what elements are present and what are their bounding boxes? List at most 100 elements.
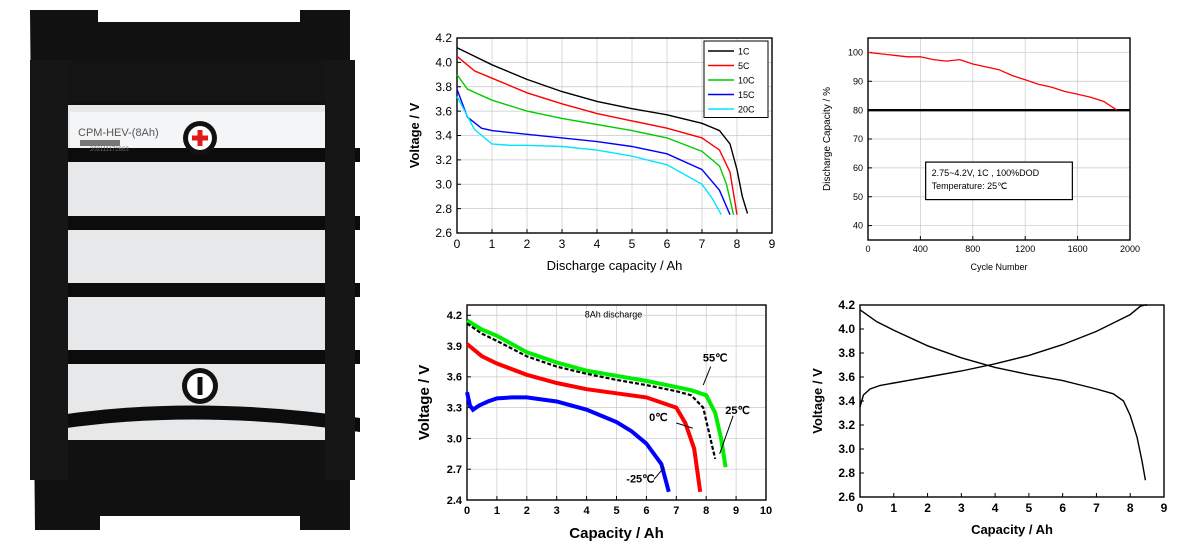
y-tick-label: 3.6 bbox=[435, 104, 452, 118]
strap bbox=[30, 148, 360, 162]
y-axis-label: Voltage / V bbox=[416, 365, 433, 441]
x-tick-label: 2 bbox=[524, 237, 531, 251]
y-tick-label: 4.0 bbox=[435, 56, 452, 70]
series-label: 0℃ bbox=[649, 412, 667, 424]
series-label: -25℃ bbox=[626, 474, 654, 486]
series-line-0 bbox=[465, 318, 728, 468]
barcode-icon bbox=[80, 140, 120, 146]
y-tick-label: 4.2 bbox=[838, 298, 855, 312]
x-tick-label: 1200 bbox=[1015, 244, 1035, 254]
x-tick-label: 5 bbox=[629, 237, 636, 251]
negative-terminal-icon bbox=[182, 368, 218, 404]
x-tick-label: 2 bbox=[524, 505, 530, 517]
cell-serial: 202111172663 bbox=[90, 147, 129, 153]
x-tick-label: 7 bbox=[699, 237, 706, 251]
y-tick-label: 3.8 bbox=[838, 346, 855, 360]
y-axis-label: Voltage / V bbox=[407, 102, 422, 168]
x-tick-label: 9 bbox=[769, 237, 776, 251]
annotation-text: Temperature: 25℃ bbox=[932, 181, 1008, 191]
y-tick-label: 80 bbox=[853, 105, 863, 115]
x-tick-label: 4 bbox=[594, 237, 601, 251]
y-tick-label: 2.8 bbox=[435, 202, 452, 216]
x-tick-label: 0 bbox=[454, 237, 461, 251]
label-pointer bbox=[702, 366, 712, 386]
cycle-life-chart: 0 400 800 1200 1600 2000 40 50 60 70 80 90 100 Cycle … bbox=[822, 37, 1140, 272]
legend-label: 15C bbox=[738, 90, 755, 100]
x-tick-label: 3 bbox=[958, 501, 965, 515]
legend-label: 20C bbox=[738, 105, 755, 115]
y-tick-label: 2.8 bbox=[838, 466, 855, 480]
y-tick-label: 50 bbox=[853, 192, 863, 202]
y-tick-label: 40 bbox=[853, 221, 863, 231]
y-tick-label: 60 bbox=[853, 163, 863, 173]
x-tick-label: 3 bbox=[559, 237, 566, 251]
temperature-discharge-chart: 0 1 2 3 4 5 6 7 8 9 10 2.4 2.7 3.0 3.3 3.6 3.9 4.2 Capacit… bbox=[416, 304, 772, 542]
series-line-3 bbox=[456, 88, 731, 215]
strap bbox=[30, 350, 360, 364]
x-tick-label: 9 bbox=[1161, 501, 1168, 515]
y-tick-label: 2.7 bbox=[447, 464, 462, 476]
series-line-0 bbox=[859, 304, 1148, 408]
x-tick-label: 800 bbox=[965, 244, 980, 254]
strap bbox=[30, 283, 360, 297]
legend-label: 1C bbox=[738, 47, 750, 57]
series-line-0 bbox=[456, 47, 749, 214]
y-tick-label: 70 bbox=[853, 134, 863, 144]
y-tick-label: 3.4 bbox=[435, 129, 452, 143]
charge-discharge-chart: 0 1 2 3 4 5 6 7 8 9 2.6 2.8 3.0 3.2 3.4 3.6 3.8 4.0 4.2 Cap… bbox=[810, 298, 1168, 537]
cell-label: CPM-HEV-(8Ah) bbox=[78, 127, 159, 139]
x-tick-label: 1600 bbox=[1068, 244, 1088, 254]
x-tick-label: 6 bbox=[664, 237, 671, 251]
annotation-box bbox=[925, 161, 1073, 201]
y-tick-label: 100 bbox=[848, 48, 863, 58]
x-axis-label: Capacity / Ah bbox=[569, 525, 663, 542]
x-tick-label: 4 bbox=[584, 505, 591, 517]
y-tick-label: 3.0 bbox=[838, 442, 855, 456]
x-tick-label: 5 bbox=[613, 505, 619, 517]
series-line-3 bbox=[465, 391, 671, 493]
x-tick-label: 4 bbox=[992, 501, 999, 515]
annotation-text: 2.75~4.2V, 1C , 100%DOD bbox=[932, 168, 1040, 178]
series-line-1 bbox=[456, 55, 738, 215]
x-tick-label: 9 bbox=[733, 505, 739, 517]
x-tick-label: 8 bbox=[703, 505, 709, 517]
y-tick-label: 2.6 bbox=[435, 226, 452, 240]
y-tick-label: 3.2 bbox=[838, 418, 855, 432]
x-axis-label: Cycle Number bbox=[970, 262, 1027, 272]
plot-area: 0 1 2 3 4 5 6 7 8 9 10 2.4 2.7 3.0 3.3 3.6 3.9 4.2 Capacit… bbox=[416, 304, 772, 542]
y-axis-label: Voltage / V bbox=[810, 368, 825, 434]
x-axis-label: Capacity / Ah bbox=[971, 522, 1053, 537]
x-tick-label: 10 bbox=[760, 505, 772, 517]
x-tick-label: 8 bbox=[734, 237, 741, 251]
y-tick-label: 2.6 bbox=[838, 490, 855, 504]
x-tick-label: 1 bbox=[890, 501, 897, 515]
x-axis-label: Discharge capacity / Ah bbox=[547, 258, 683, 273]
x-tick-label: 2 bbox=[924, 501, 931, 515]
plot-area: 0 1 2 3 4 5 6 7 8 9 2.6 2.8 3.0 3.2 3.4 3.6 3.8 4.0 4.2 Cap… bbox=[810, 298, 1168, 537]
x-tick-label: 1 bbox=[494, 505, 500, 517]
y-tick-label: 4.0 bbox=[838, 322, 855, 336]
series-label: 55℃ bbox=[703, 352, 728, 364]
label-pointer bbox=[676, 422, 693, 429]
label-pointer bbox=[653, 466, 665, 480]
rate-discharge-chart: 0 1 2 3 4 5 6 7 8 9 2.6 2.8 3.0 3.2 3.4 3.6 3.8 4.0 4.2 Dis… bbox=[407, 31, 776, 273]
x-tick-label: 400 bbox=[913, 244, 928, 254]
y-tick-label: 4.2 bbox=[447, 310, 462, 322]
series-label: 25℃ bbox=[725, 405, 750, 417]
strap bbox=[30, 216, 360, 230]
y-tick-label: 3.6 bbox=[447, 372, 462, 384]
x-tick-label: 8 bbox=[1127, 501, 1134, 515]
y-tick-label: 3.9 bbox=[447, 341, 462, 353]
battery-cell-photo: CPM-HEV-(8Ah) 202111172663 bbox=[0, 0, 380, 559]
plot-area: 0 1 2 3 4 5 6 7 8 9 2.6 2.8 3.0 3.2 3.4 3.6 3.8 4.0 4.2 Dis… bbox=[407, 31, 776, 273]
x-tick-label: 0 bbox=[857, 501, 864, 515]
y-tick-label: 3.4 bbox=[838, 394, 855, 408]
y-tick-label: 3.6 bbox=[838, 370, 855, 384]
x-tick-label: 2000 bbox=[1120, 244, 1140, 254]
x-tick-label: 6 bbox=[1059, 501, 1066, 515]
y-axis-label: Discharge Capacity / % bbox=[822, 87, 833, 191]
y-tick-label: 3.0 bbox=[435, 177, 452, 191]
x-tick-label: 7 bbox=[1093, 501, 1100, 515]
legend-label: 10C bbox=[738, 76, 755, 86]
x-tick-label: 5 bbox=[1026, 501, 1033, 515]
